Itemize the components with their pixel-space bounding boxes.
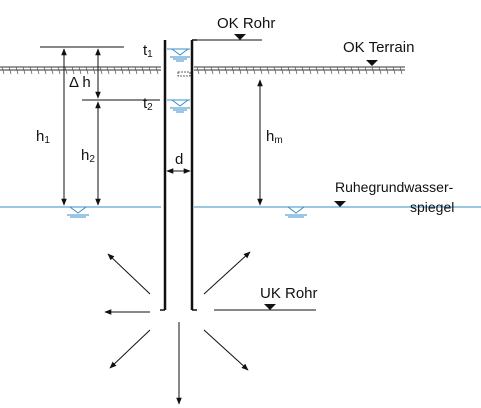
terrain-hatch-tick	[231, 66, 235, 75]
uk-rohr-marker	[264, 304, 276, 310]
terrain-hatch-tick	[134, 66, 138, 75]
terrain-hatch-tick	[78, 66, 82, 75]
terrain-hatch-tick	[113, 66, 117, 75]
terrain-hatch-tick	[385, 66, 389, 75]
terrain-surface-left	[0, 66, 161, 75]
terrain-hatch-tick	[15, 66, 19, 75]
terrain-hatch-tick	[266, 66, 270, 75]
terrain-hatch-tick	[399, 66, 403, 75]
terrain-hatch-tick	[343, 66, 347, 75]
terrain-hatch-tick	[329, 66, 333, 75]
terrain-hatch-tick	[141, 66, 145, 75]
terrain-hatch-tick	[57, 66, 61, 75]
terrain-hatch-tick	[120, 66, 124, 75]
d-label: d	[175, 151, 183, 168]
terrain-hatch-tick	[371, 66, 375, 75]
terrain-hatch-tick	[1, 66, 5, 75]
terrain-hatch-tick	[287, 66, 291, 75]
terrain-hatch-tick	[224, 66, 228, 75]
groundwater-symbol-left	[67, 206, 89, 218]
terrain-hatch-tick	[259, 66, 263, 75]
terrain-hatch-tick	[85, 66, 89, 75]
terrain-hatch-tick	[378, 66, 382, 75]
terrain-hatch-tick	[252, 66, 256, 75]
terrain-hatch-right	[196, 66, 403, 75]
hm-label: hm	[266, 128, 283, 146]
terrain-hatch-tick	[364, 66, 368, 75]
uk-rohr-label: UK Rohr	[260, 285, 318, 302]
terrain-hatch-tick	[357, 66, 361, 75]
terrain-hatch-tick	[315, 66, 319, 75]
terrain-hatch-tick	[294, 66, 298, 75]
flow-arrow-up-left	[107, 253, 151, 295]
h2-label: h2	[81, 147, 95, 165]
flow-arrow-down-right	[203, 329, 249, 371]
terrain-hatch-tick	[106, 66, 110, 75]
ok-rohr-label: OK Rohr	[217, 15, 275, 32]
groundwater-marker	[334, 201, 346, 207]
terrain-hatch-tick	[336, 66, 340, 75]
groundwater-symbol-right	[285, 206, 307, 218]
terrain-hatch-tick	[29, 66, 33, 75]
ok-terrain-label: OK Terrain	[343, 39, 414, 56]
terrain-hatch-tick	[50, 66, 54, 75]
terrain-hatch-tick	[127, 66, 131, 75]
terrain-hatch-tick	[43, 66, 47, 75]
ok-rohr-marker	[234, 34, 246, 40]
h1-label: h1	[36, 128, 50, 146]
t1-label: t1	[143, 42, 153, 60]
terrain-hatch-tick	[36, 66, 40, 75]
terrain-hatch-tick	[322, 66, 326, 75]
water-symbol-t2	[170, 99, 190, 113]
flow-arrow-up-right	[203, 251, 251, 295]
terrain-marker-box	[177, 71, 191, 77]
terrain-surface-right	[194, 66, 405, 75]
terrain-hatch-tick	[273, 66, 277, 75]
water-symbol-t1	[170, 48, 190, 62]
terrain-hatch-tick	[155, 66, 159, 75]
terrain-hatch-tick	[280, 66, 284, 75]
terrain-hatch-tick	[203, 66, 207, 75]
terrain-hatch-tick	[245, 66, 249, 75]
terrain-hatch-tick	[210, 66, 214, 75]
flow-arrows	[104, 251, 251, 405]
flow-arrow-down-left	[109, 329, 151, 369]
terrain-hatch-tick	[217, 66, 221, 75]
t2-label: t2	[143, 95, 153, 113]
terrain-hatch-tick	[148, 66, 152, 75]
terrain-hatch-tick	[92, 66, 96, 75]
terrain-hatch-tick	[392, 66, 396, 75]
terrain-hatch-tick	[301, 66, 305, 75]
terrain-hatch-tick	[22, 66, 26, 75]
ok-terrain-marker	[366, 60, 378, 66]
terrain-hatch-tick	[350, 66, 354, 75]
terrain-hatch-tick	[308, 66, 312, 75]
delta-h-label: Δ h	[69, 74, 91, 91]
terrain-hatch-tick	[238, 66, 242, 75]
groundwater-label-line2: spiegel	[410, 199, 454, 215]
terrain-hatch-tick	[196, 66, 200, 75]
terrain-hatch-tick	[8, 66, 12, 75]
terrain-hatch-tick	[71, 66, 75, 75]
groundwater-label-line1: Ruhegrundwasser-	[335, 179, 454, 195]
